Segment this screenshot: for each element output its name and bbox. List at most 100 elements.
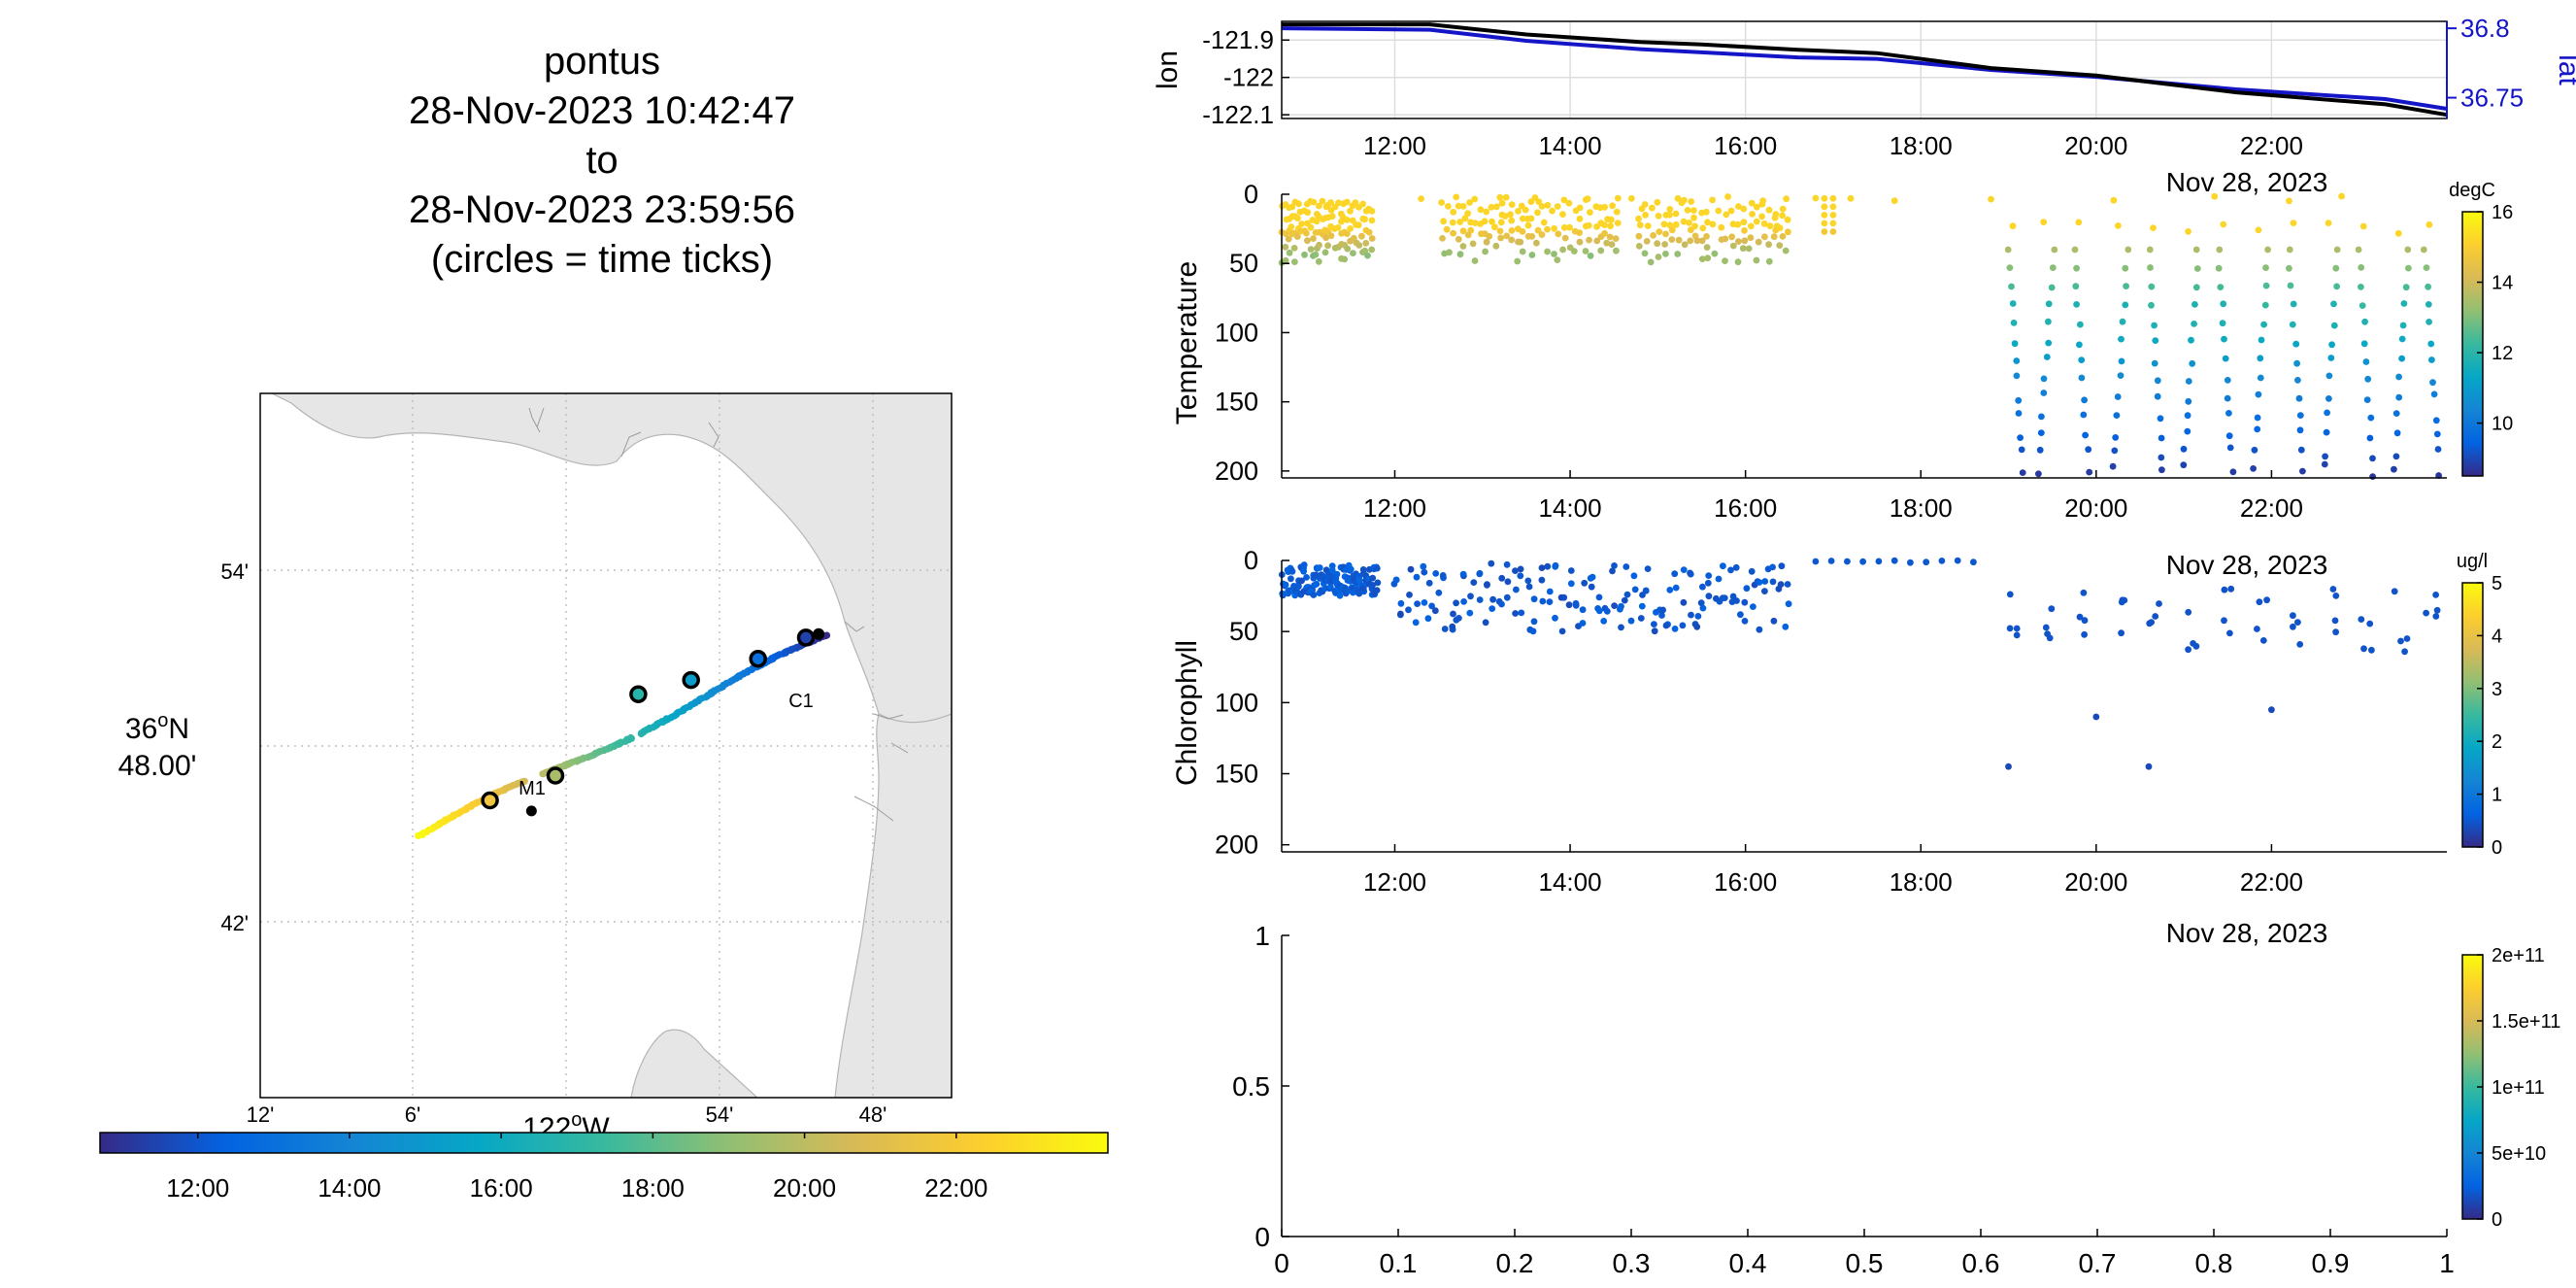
temperature-point (1291, 258, 1298, 265)
temperature-point (2400, 300, 2408, 307)
chlorophyll-y-tick-label: 150 (1215, 760, 1258, 789)
temperature-point (2361, 318, 2369, 325)
empty-x-tick-label: 0.1 (1380, 1248, 1418, 1278)
chlorophyll-point (1631, 586, 1639, 593)
track-point (822, 631, 831, 639)
chlorophyll-point (2227, 585, 2235, 593)
time-colorbar: 12:00 14:00 16:00 18:00 20:00 22:00 (99, 1132, 1109, 1203)
time-colorbar-ticks: 12:00 14:00 16:00 18:00 20:00 22:00 (166, 1133, 987, 1203)
chlorophyll-point (1504, 578, 1512, 586)
chlorophyll-point (1425, 579, 1433, 587)
chlorophyll-point (1672, 584, 1680, 592)
chlorophyll-point (1460, 598, 1467, 605)
chlorophyll-point (1694, 613, 1702, 620)
temperature-point (1522, 206, 1529, 214)
temperature-point (2078, 374, 2086, 382)
temperature-point (1335, 199, 1342, 207)
temperature-point (1890, 197, 1898, 205)
temperature-point (2035, 470, 2042, 478)
chlorophyll-point (1420, 562, 1427, 570)
temperature-point (2286, 246, 2293, 254)
temperature-point (1440, 218, 1447, 225)
temperature-point (1496, 227, 1504, 235)
chlorophyll-point (1406, 592, 1413, 598)
temperature-point (1666, 211, 1673, 219)
chlorophyll-point (1546, 598, 1554, 605)
temperature-point (1655, 254, 1662, 260)
temperature-point (1668, 226, 1676, 234)
temperature-point (1507, 211, 1514, 219)
temperature-point (2151, 322, 2158, 329)
temperature-point (1613, 247, 1620, 254)
chlorophyll-point (1644, 565, 1652, 572)
lon-lat-x-tick-label: 18:00 (1890, 131, 1953, 160)
empty-x-tick-label: 0.2 (1496, 1248, 1534, 1278)
temperature-point (2004, 246, 2012, 254)
chlorophyll-point (1623, 591, 1631, 598)
chlorophyll-point (2152, 613, 2159, 620)
temperature-point (1446, 249, 1453, 256)
chlorophyll-point (2081, 617, 2089, 625)
chlorophyll-point (1432, 570, 1440, 577)
chlorophyll-x-tick-label: 18:00 (1890, 867, 1953, 897)
temperature-point (1327, 199, 1334, 206)
temperature-point (1328, 213, 1336, 220)
temperature-point (1687, 237, 1694, 245)
lon-lat-grid (1282, 21, 2447, 119)
chlorophyll-point (1761, 588, 1768, 594)
temperature-point (2111, 447, 2119, 455)
chlorophyll-point (1750, 603, 1756, 610)
temperature-point (1614, 220, 1622, 227)
temperature-point (1597, 247, 1605, 254)
chlorophyll-point (1827, 558, 1835, 564)
chlorophyll-point (1449, 623, 1456, 630)
temperature-point (2255, 390, 2262, 398)
temperature-point (2261, 301, 2269, 309)
temperature-date-label: Nov 28, 2023 (2166, 167, 2328, 197)
temperature-point (1466, 199, 1473, 206)
temperature-point (1347, 207, 1354, 215)
chlorophyll-point (1428, 602, 1435, 610)
temperature-point (1656, 228, 1663, 236)
temperature-point (2258, 336, 2265, 344)
temperature-point (2367, 414, 2375, 422)
chlorophyll-point (1414, 600, 1421, 607)
temperature-point (1612, 235, 1620, 243)
chlorophyll-point (1421, 599, 1428, 606)
temperature-point (1551, 224, 1557, 232)
chlorophyll-point (1589, 573, 1596, 581)
chlorophyll-point (2360, 645, 2367, 653)
temperature-point (1627, 194, 1635, 202)
chlorophyll-y-tick-label: 50 (1229, 617, 1258, 646)
chlorophyll-point (1397, 610, 1404, 618)
chlorophyll-point (1713, 594, 1720, 602)
temperature-point (1576, 215, 1584, 222)
temperature-point (1459, 227, 1467, 235)
chlorophyll-point (1611, 602, 1618, 609)
map-y-label: 36oN 48.00' (118, 710, 197, 782)
chlorophyll-y-tick-label: 200 (1215, 830, 1258, 860)
title-end: 28-Nov-2023 23:59:56 (408, 188, 796, 231)
empty-colorbar-tick-label: 0 (2492, 1209, 2502, 1231)
temperature-point (2188, 336, 2194, 344)
temperature-point (2049, 264, 2057, 271)
temperature-point (1690, 214, 1697, 221)
temperature-point (1560, 196, 1568, 204)
vertical-colorbars: 10121416degC012345ug/l05e+101e+111.5e+11… (2449, 180, 2560, 1231)
temperature-point (2358, 264, 2365, 271)
chlorophyll-point (1513, 586, 1520, 593)
chlorophyll-point (1618, 624, 1624, 631)
temperature-point (2433, 430, 2441, 438)
chlorophyll-point (1467, 593, 1474, 600)
chlorophyll-point (1812, 558, 1820, 565)
temperature-point (1748, 199, 1756, 207)
temperature-point (2425, 301, 2432, 308)
chlorophyll-point (1617, 605, 1623, 613)
temperature-point (2184, 412, 2191, 420)
temperature-point (1829, 212, 1837, 219)
chlorophyll-point (2432, 592, 2440, 598)
temperature-point (1647, 258, 1655, 266)
temperature-point (1491, 223, 1498, 231)
chlorophyll-x-tick-label: 14:00 (1539, 867, 1602, 897)
temperature-point (2251, 446, 2258, 454)
